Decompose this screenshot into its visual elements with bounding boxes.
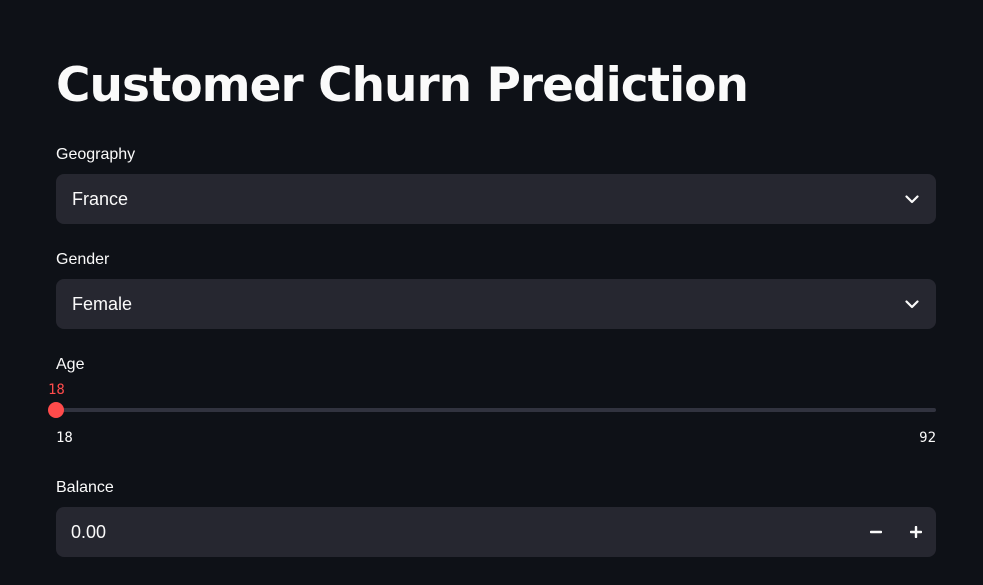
geography-select[interactable]: France [56,174,936,224]
age-slider-thumb[interactable] [48,402,64,418]
age-slider-min-label: 18 [56,430,73,446]
age-slider-track[interactable] [48,402,936,418]
age-slider-current-value: 18 [48,382,65,398]
age-label: Age [56,356,85,373]
minus-icon [870,530,882,534]
age-slider-max-label: 92 [919,430,936,446]
geography-selected-value: France [72,188,129,209]
balance-increment-button[interactable] [896,507,936,557]
balance-number-input[interactable]: 0.00 [56,507,936,557]
page-title: Customer Churn Prediction [56,58,749,113]
plus-icon [910,526,922,538]
gender-label: Gender [56,251,110,268]
gender-select[interactable]: Female [56,279,936,329]
balance-input-value[interactable]: 0.00 [71,521,107,542]
chevron-down-icon [904,296,920,312]
geography-label: Geography [56,146,136,163]
gender-selected-value: Female [72,293,133,314]
chevron-down-icon [904,191,920,207]
balance-label: Balance [56,479,114,496]
balance-decrement-button[interactable] [856,507,896,557]
